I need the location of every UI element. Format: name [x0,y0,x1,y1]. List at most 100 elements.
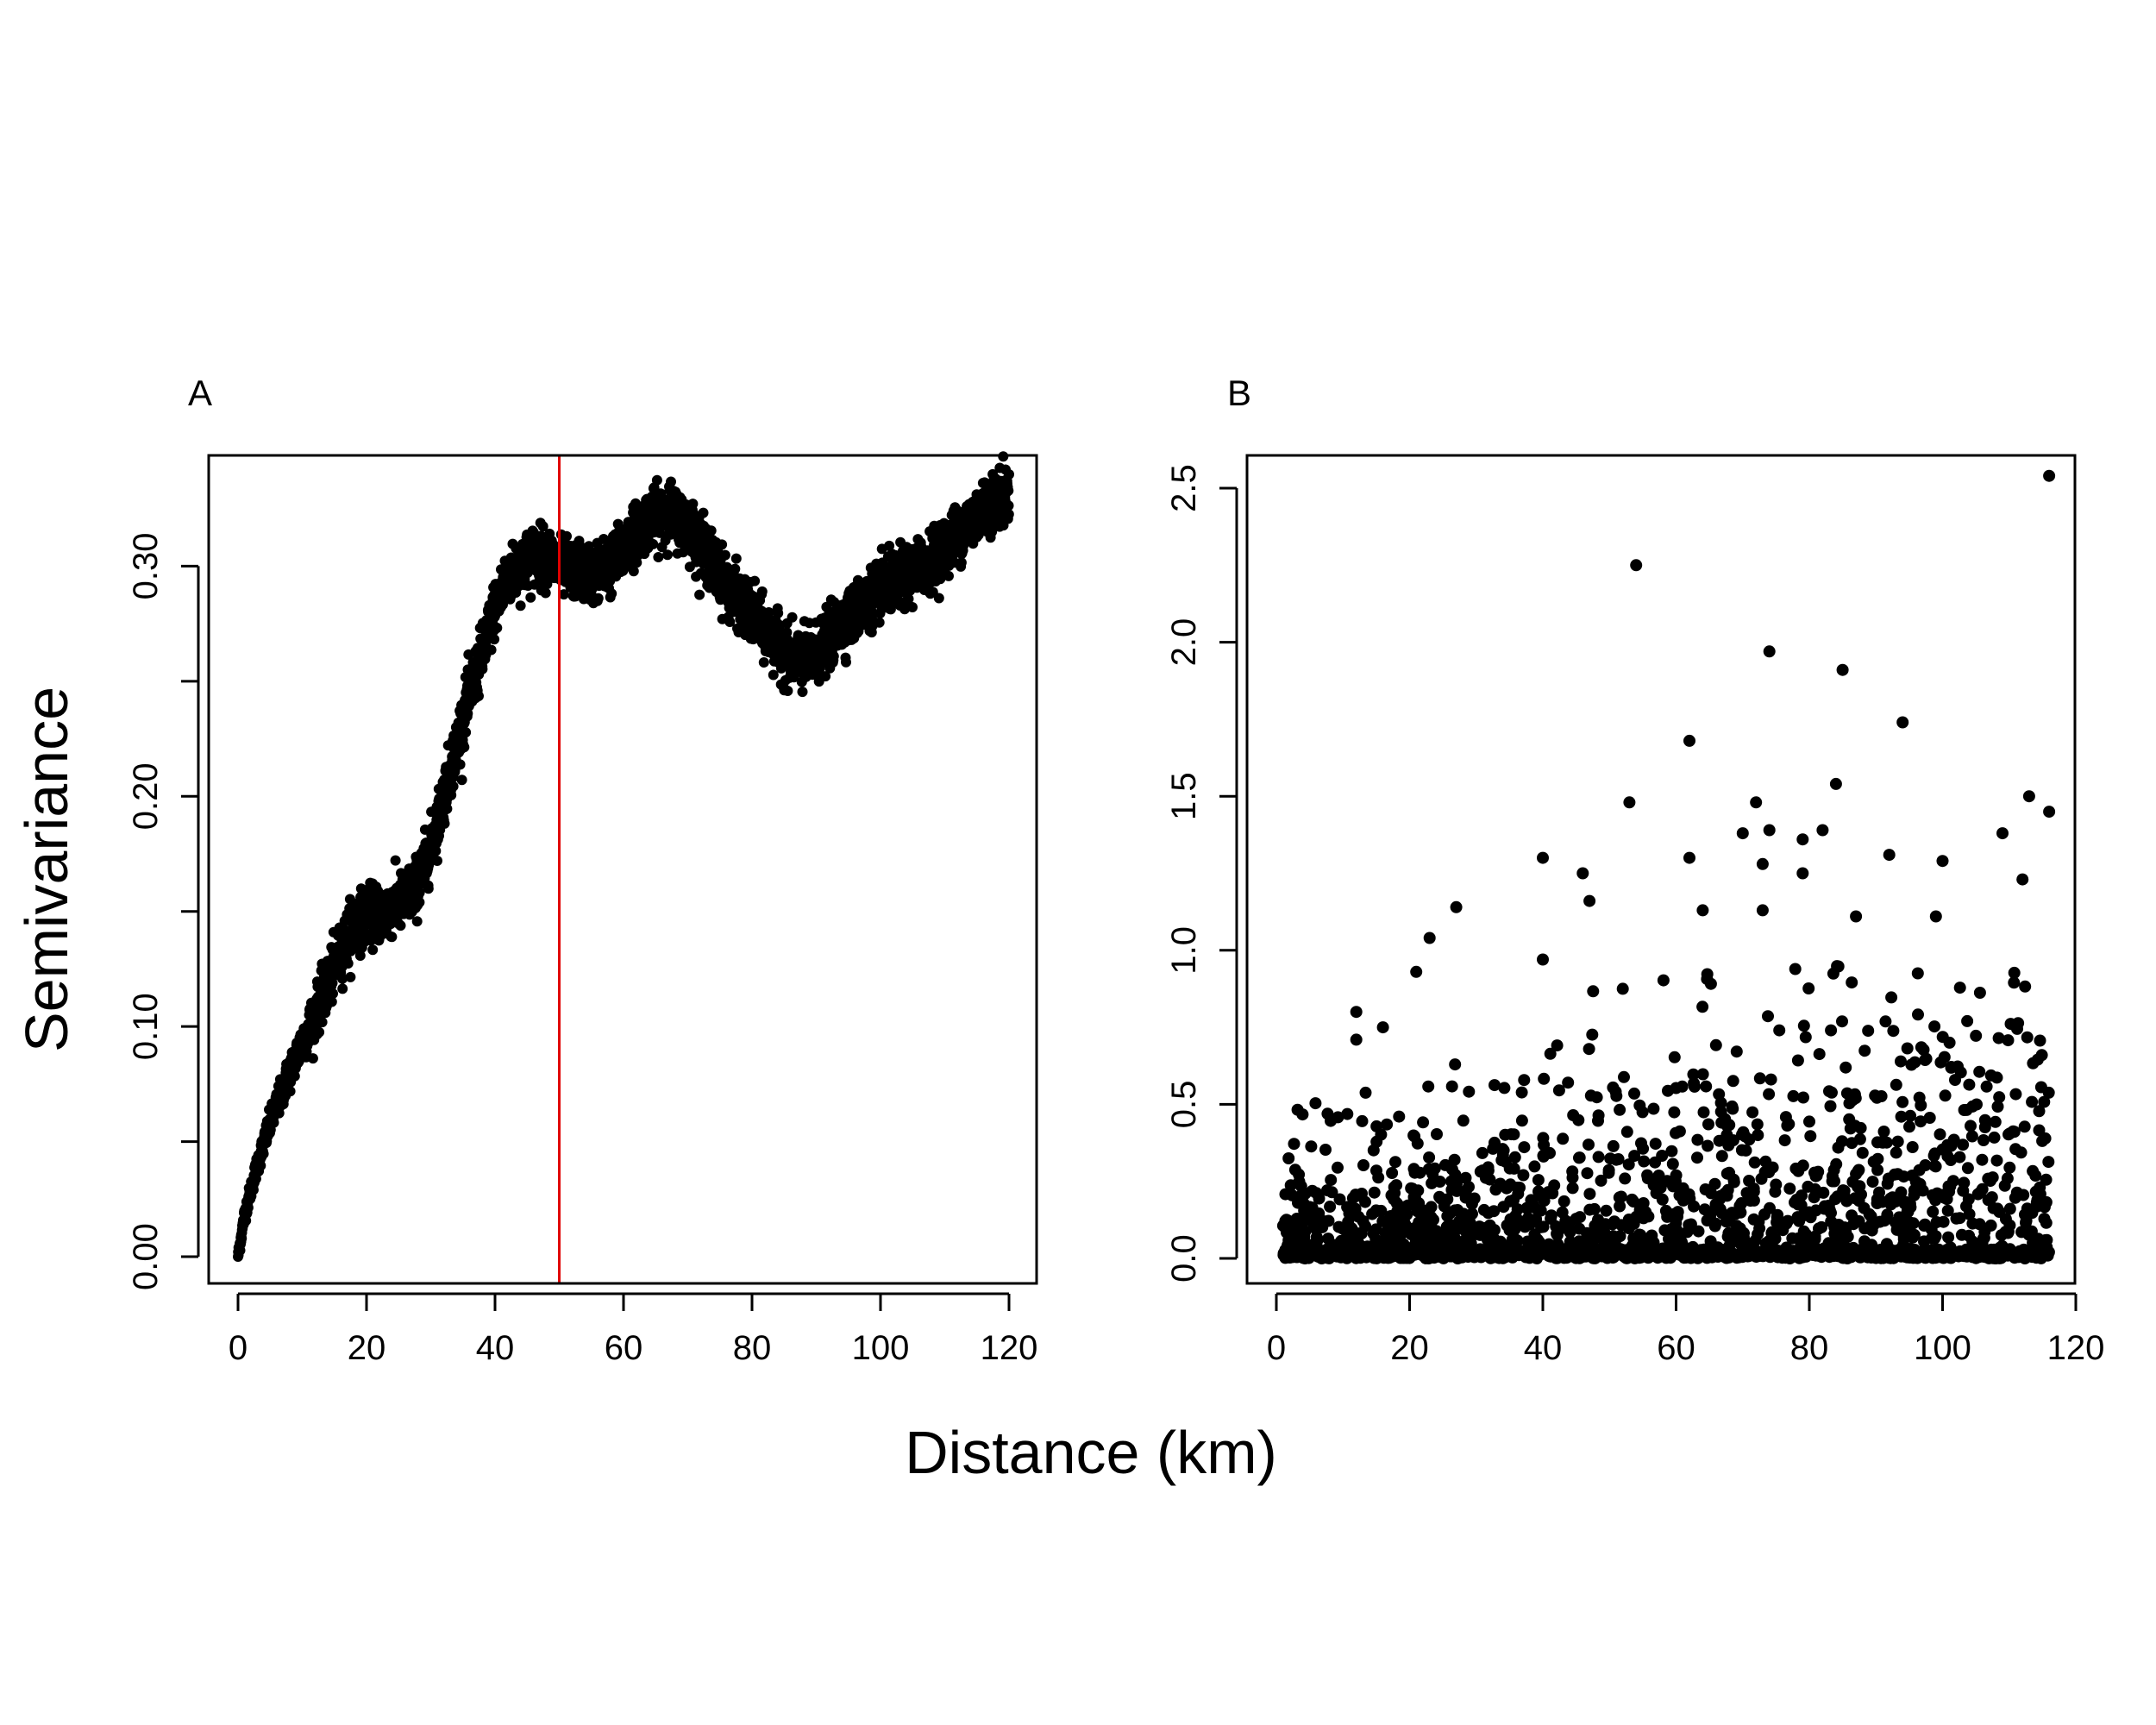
panel-b-point [1824,1100,1837,1113]
panel-a-point [648,538,659,549]
panel-a-x-tick-label: 120 [981,1329,1038,1367]
panel-a-point [268,1117,279,1128]
panel-b-point [1903,1120,1915,1133]
panel-b-point [2034,1081,2047,1094]
panel-b-point [1587,985,1600,998]
panel-b-point [1459,1171,1472,1184]
panel-b-point [1309,1097,1322,1110]
panel-a-point [439,818,450,829]
panel-b-point [1778,1134,1791,1147]
panel-b-point [1333,1193,1346,1206]
panel-b-point [1282,1152,1295,1164]
panel-b-point [1802,1180,1814,1193]
panel-a-y-tick-label: 0.00 [127,1223,165,1290]
panel-a-point [705,525,717,536]
panel-b-point [1990,1154,2003,1167]
panel-b-point [1810,1170,1823,1182]
panel-a-point [307,1053,318,1064]
panel-a-point [454,759,466,770]
panel-b-point [1499,1128,1512,1141]
panel-b-point [1332,1161,1344,1174]
panel-b-point [1696,1000,1709,1013]
panel-a-point [342,958,354,969]
panel-b-point [2021,1031,2034,1044]
panel-b-point [1963,1208,1976,1220]
panel-b-point [1769,1185,1782,1198]
panel-b-point [1896,1095,1909,1108]
panel-a-point [337,983,348,994]
panel-b-point [1657,974,1670,987]
panel-a-point [414,888,425,898]
panel-b-point [1518,1074,1531,1087]
panel-b-point [1431,1128,1443,1140]
panel-b-point [1647,1102,1660,1115]
panel-a-point [756,586,768,597]
panel-b-point [1417,1116,1430,1129]
panel-a-point [289,1070,300,1082]
panel-b-point [1670,1126,1682,1139]
panel-b-point [2001,1172,2014,1185]
panel-a-point [773,607,784,618]
panel-b-point [1906,1141,1919,1153]
panel-b-point [1753,1072,1766,1085]
panel-b-point [1614,1103,1626,1116]
panel-b-point [1727,1075,1739,1088]
panel-b-point [1802,982,1815,994]
panel-b-point [1984,1069,1997,1082]
panel-b-point [1890,1078,1902,1091]
panel-a-point [885,604,896,615]
panel-a-x-tick-label: 40 [476,1329,515,1367]
panel-a-point [432,856,442,866]
panel-a-point [537,521,548,532]
panel-b-point [1666,1157,1679,1170]
panel-a-x-axis: 0 20 40 60 80 100 120 [229,1292,1038,1367]
panel-b-point [1423,1151,1436,1164]
panel-a-point [1004,469,1014,480]
panel-b-point [1497,1201,1510,1214]
panel-a-point [933,593,944,604]
panel-b-point [1746,1106,1759,1119]
panel-b-point [1590,1091,1603,1104]
panel-b-point [1762,1010,1774,1023]
panel-b-point [1748,1156,1761,1169]
panel-b-point [1895,1055,1907,1068]
panel-b-point [1372,1171,1385,1184]
panel-a-point [540,587,551,599]
panel-b-point [1649,1156,1662,1169]
panel-a-point [386,932,398,943]
panel-b-point [1858,1044,1871,1057]
panel-a-point [337,973,348,984]
panel-a-y-tick-label: 0.20 [127,762,165,830]
panel-b-point [1332,1111,1344,1124]
panel-a-x-tick-label: 60 [605,1329,643,1367]
panel-b-point [1359,1086,1372,1099]
panel-a-x-tick-label: 0 [229,1329,248,1367]
panel-a-point [430,845,442,856]
panel-b-point [1422,1080,1435,1093]
panel-b-point [1989,1115,2002,1128]
panel-b-point [1668,1051,1681,1063]
panel-b-point [1813,1048,1826,1061]
panel-b-point [1911,967,1924,980]
panel-a-point [477,663,488,674]
panel-a-point [492,623,503,633]
panel-a-point [459,742,470,753]
panel-a-point [367,944,379,956]
panel-b-point [2018,1120,2031,1133]
panel-a-point [606,588,617,599]
panel-a-point [561,530,572,542]
panel-a-x-tick-label: 80 [733,1329,772,1367]
panel-b-point [1688,1200,1700,1213]
panel-b-point [1583,1203,1596,1216]
panel-a-point [797,687,808,698]
panel-b-point [1600,1204,1613,1217]
panel-b-point [1628,1087,1640,1100]
panel-b-point [1958,1176,1971,1189]
panel-b-point [1581,1167,1594,1180]
panel-b-point [1619,1172,1632,1185]
panel-b-point [1928,1020,1941,1033]
panel-a-point [258,1148,269,1159]
panel-b-point [1386,1167,1399,1179]
panel-b-point [1866,1176,1879,1189]
